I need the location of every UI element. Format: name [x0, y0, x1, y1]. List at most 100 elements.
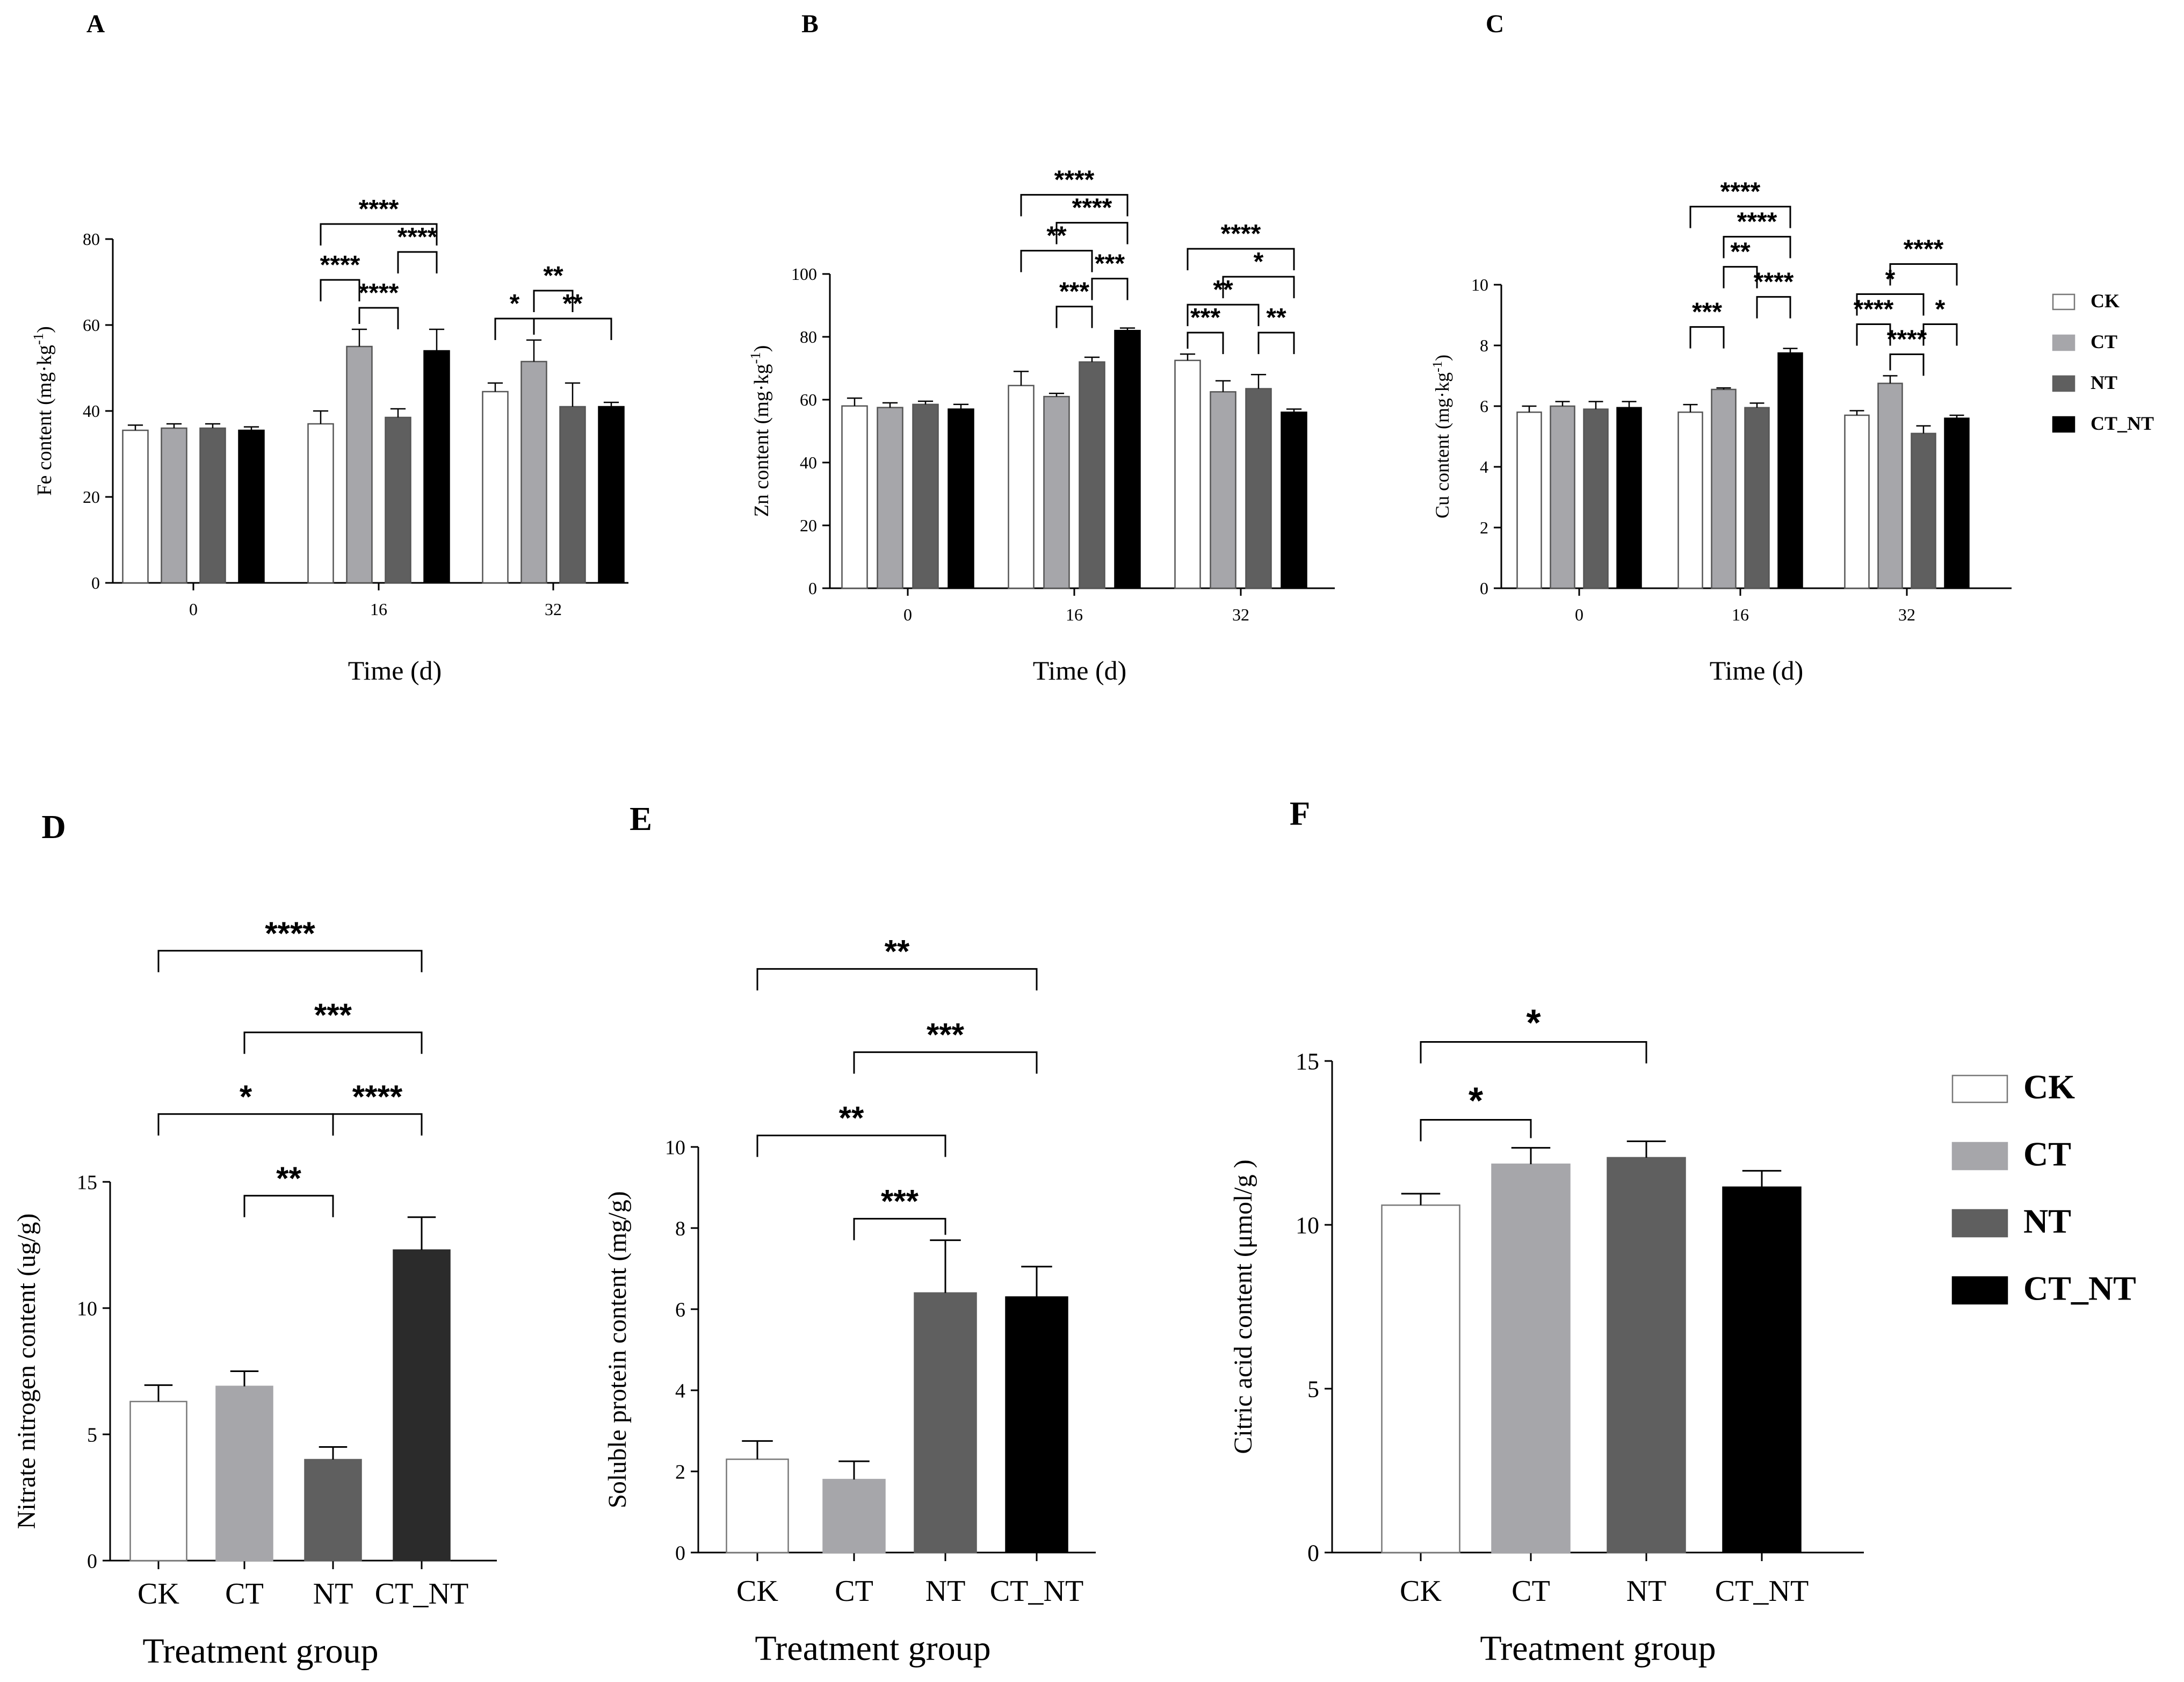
significance-bracket [243, 1031, 423, 1054]
significance-label: *** [1190, 304, 1220, 332]
y-axis-label: Cu content (mg·kg-1) [1430, 355, 1453, 518]
x-axis-label: Treatment group [142, 1632, 378, 1671]
significance-bracket [320, 279, 360, 301]
y-tick-label: 4 [1480, 457, 1488, 477]
y-tick-label: 6 [675, 1298, 685, 1321]
significance-bracket [320, 223, 438, 246]
significance-label: **** [1904, 235, 1944, 264]
x-axis-label: Time (d) [1033, 655, 1127, 685]
bar-nt [1245, 388, 1272, 589]
legend-label: CT_NT [2091, 413, 2154, 434]
significance-bracket [1055, 222, 1129, 244]
significance-bracket [1689, 326, 1725, 349]
bar-nt [1911, 432, 1936, 589]
chart-panel-e: E 0 2 4 6 8 10 Treatment group Soluble protein c… [603, 800, 1096, 1668]
y-tick-label: 5 [87, 1424, 97, 1446]
bar-ct-nt [1944, 417, 1970, 589]
significance-bracket [1187, 331, 1224, 355]
significance-label: ** [839, 1100, 864, 1136]
significance-bracket [1689, 206, 1791, 228]
y-tick-label: 2 [1480, 518, 1488, 537]
legend-swatch-ct-nt [2052, 416, 2075, 433]
significance-label: **** [359, 195, 399, 223]
y-tick-label: 80 [83, 229, 100, 249]
significance-label: ** [1266, 304, 1286, 332]
legend-label: CT [2023, 1135, 2071, 1173]
significance-bracket [1091, 278, 1129, 300]
x-tick-label: CT [225, 1577, 264, 1611]
y-tick-label: 8 [675, 1217, 685, 1240]
x-tick-label: CT_NT [990, 1575, 1084, 1608]
significance-bracket [397, 251, 438, 273]
x-tick-label: CT_NT [1715, 1575, 1809, 1608]
x-tick-label: 0 [189, 600, 198, 619]
legend-label: NT [2023, 1202, 2071, 1240]
panel-letter: E [630, 800, 652, 838]
significance-label: *** [1692, 298, 1722, 327]
bar-ct-nt [238, 429, 265, 584]
significance-label: **** [1054, 166, 1095, 194]
significance-bracket [756, 968, 1038, 991]
y-tick-label: 2 [675, 1461, 685, 1483]
significance-label: *** [1059, 278, 1089, 306]
significance-label: * [240, 1079, 252, 1115]
significance-label: **** [1720, 178, 1761, 206]
y-axis-label: Nitrate nitrogen content (ug/g) [12, 1214, 41, 1529]
significance-bracket [358, 307, 399, 329]
legend-bottom: CK CT NT CT_NT [1951, 1068, 2136, 1308]
bar-ct [1043, 395, 1070, 589]
significance-bracket [1856, 293, 1925, 316]
bar-ct-nt [948, 408, 974, 589]
x-tick-label: CK [138, 1577, 179, 1611]
significance-bracket [1889, 263, 1958, 286]
significance-bracket [494, 317, 535, 340]
legend-label: CT [2091, 331, 2117, 352]
bar-ck [482, 391, 509, 584]
bar-ct [877, 407, 903, 589]
bar-nt [199, 427, 226, 584]
significance-label: * [1469, 1079, 1484, 1121]
x-tick-label: 16 [370, 600, 387, 619]
y-tick-label: 0 [1307, 1540, 1319, 1566]
bar-ck [129, 1401, 187, 1562]
x-tick-label: 32 [545, 600, 562, 619]
chart-panel-b: B 0 20 40 60 80 100 Time (d) Zn content (mg·kg-1… [747, 10, 1335, 685]
significance-bracket [1020, 250, 1093, 272]
y-tick-label: 15 [77, 1171, 97, 1194]
bar-ck [307, 423, 334, 584]
y-tick-label: 6 [1480, 396, 1488, 416]
y-axis-label: Soluble protein content (mg/g) [603, 1191, 632, 1508]
bar-ct [520, 360, 547, 584]
significance-bracket [1723, 266, 1758, 288]
legend-label: CK [2023, 1068, 2075, 1106]
x-axis-label: Time (d) [348, 655, 442, 685]
legend-swatch-ct [2052, 334, 2075, 351]
bar-ct [1491, 1163, 1571, 1554]
bar-ct [1877, 382, 1903, 589]
y-axis-label: Fe content (mg·kg-1) [30, 326, 56, 496]
y-tick-label: 10 [1296, 1212, 1319, 1238]
y-tick-label: 60 [800, 390, 817, 409]
significance-bracket [756, 1135, 946, 1157]
significance-bracket [1420, 1118, 1532, 1142]
x-axis-label: Time (d) [1710, 655, 1804, 685]
x-tick-label: CK [736, 1575, 778, 1608]
x-tick-label: 32 [1898, 605, 1915, 624]
significance-label: **** [352, 1079, 403, 1115]
y-tick-label: 40 [800, 453, 817, 472]
legend-swatch-ct-nt [1951, 1276, 2008, 1305]
bar-ct [215, 1385, 273, 1562]
bar-ct [1711, 388, 1737, 589]
bar-nt [385, 416, 411, 584]
panel-letter: D [41, 808, 66, 846]
bar-ct [822, 1478, 886, 1554]
significance-label: **** [1854, 295, 1894, 324]
chart-panel-c: C 0 2 4 6 8 10 Time (d) Cu content (mg·kg-1) 0 16 3… [1430, 10, 2012, 685]
y-tick-label: 15 [1296, 1048, 1319, 1074]
bar-ct-nt [1722, 1186, 1802, 1554]
x-tick-label: NT [313, 1577, 353, 1611]
x-tick-label: 0 [903, 605, 912, 624]
legend-label: NT [2091, 372, 2117, 393]
significance-label: ** [276, 1160, 301, 1196]
